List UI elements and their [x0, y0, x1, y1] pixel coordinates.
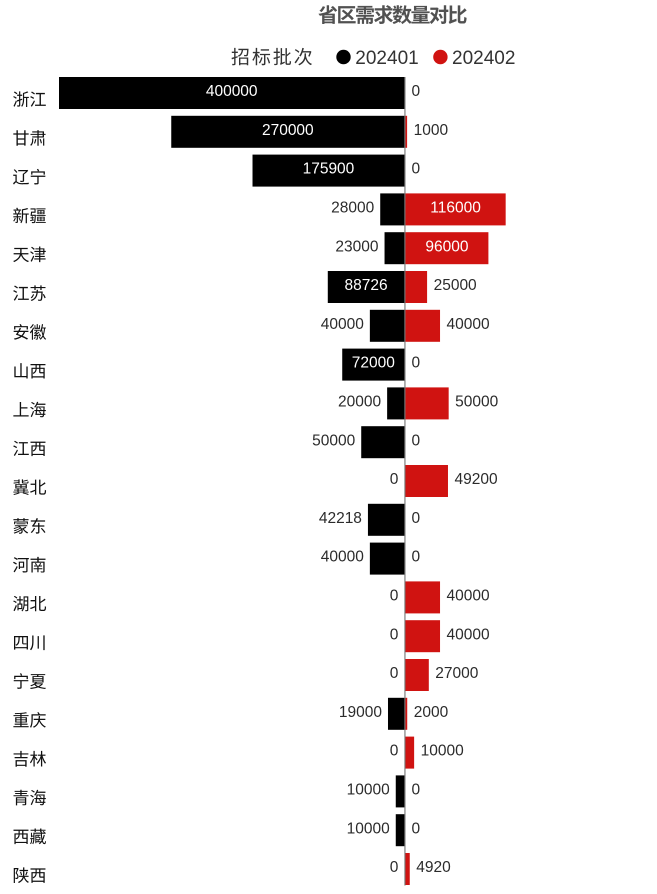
svg-text:0: 0	[390, 743, 399, 760]
svg-text:0: 0	[412, 510, 421, 527]
svg-text:10000: 10000	[347, 820, 390, 837]
svg-text:0: 0	[412, 83, 421, 100]
svg-text:10000: 10000	[347, 782, 390, 799]
svg-text:202401: 202401	[355, 48, 418, 69]
svg-text:0: 0	[390, 859, 399, 876]
svg-text:0: 0	[412, 549, 421, 566]
svg-text:0: 0	[390, 471, 399, 488]
svg-text:40000: 40000	[447, 316, 490, 333]
svg-text:2000: 2000	[414, 704, 449, 721]
svg-text:19000: 19000	[339, 704, 382, 721]
svg-text:49200: 49200	[454, 471, 497, 488]
svg-text:40000: 40000	[447, 626, 490, 643]
svg-text:175900: 175900	[303, 161, 355, 178]
svg-text:116000: 116000	[430, 200, 481, 217]
svg-text:96000: 96000	[425, 238, 468, 255]
svg-text:40000: 40000	[321, 549, 364, 566]
svg-text:0: 0	[390, 626, 399, 643]
svg-text:25000: 25000	[434, 277, 477, 294]
svg-text:27000: 27000	[435, 665, 478, 682]
svg-text:42218: 42218	[319, 510, 362, 527]
svg-text:50000: 50000	[455, 394, 498, 411]
svg-text:270000: 270000	[262, 122, 314, 139]
svg-text:20000: 20000	[338, 394, 381, 411]
svg-text:10000: 10000	[421, 743, 464, 760]
svg-text:40000: 40000	[447, 588, 490, 605]
svg-text:28000: 28000	[331, 200, 374, 217]
svg-text:0: 0	[412, 355, 421, 372]
svg-text:1000: 1000	[414, 122, 449, 139]
svg-text:40000: 40000	[321, 316, 364, 333]
svg-text:0: 0	[390, 665, 399, 682]
svg-text:4920: 4920	[416, 859, 451, 876]
svg-text:202402: 202402	[452, 48, 515, 69]
svg-text:50000: 50000	[312, 432, 355, 449]
svg-text:0: 0	[390, 588, 399, 605]
svg-text:88726: 88726	[345, 277, 388, 294]
svg-text:0: 0	[412, 782, 421, 799]
svg-text:72000: 72000	[352, 355, 395, 372]
svg-text:23000: 23000	[335, 238, 378, 255]
svg-text:0: 0	[412, 820, 421, 837]
svg-text:400000: 400000	[206, 83, 258, 100]
svg-text:0: 0	[412, 161, 421, 178]
svg-text:0: 0	[412, 432, 421, 449]
